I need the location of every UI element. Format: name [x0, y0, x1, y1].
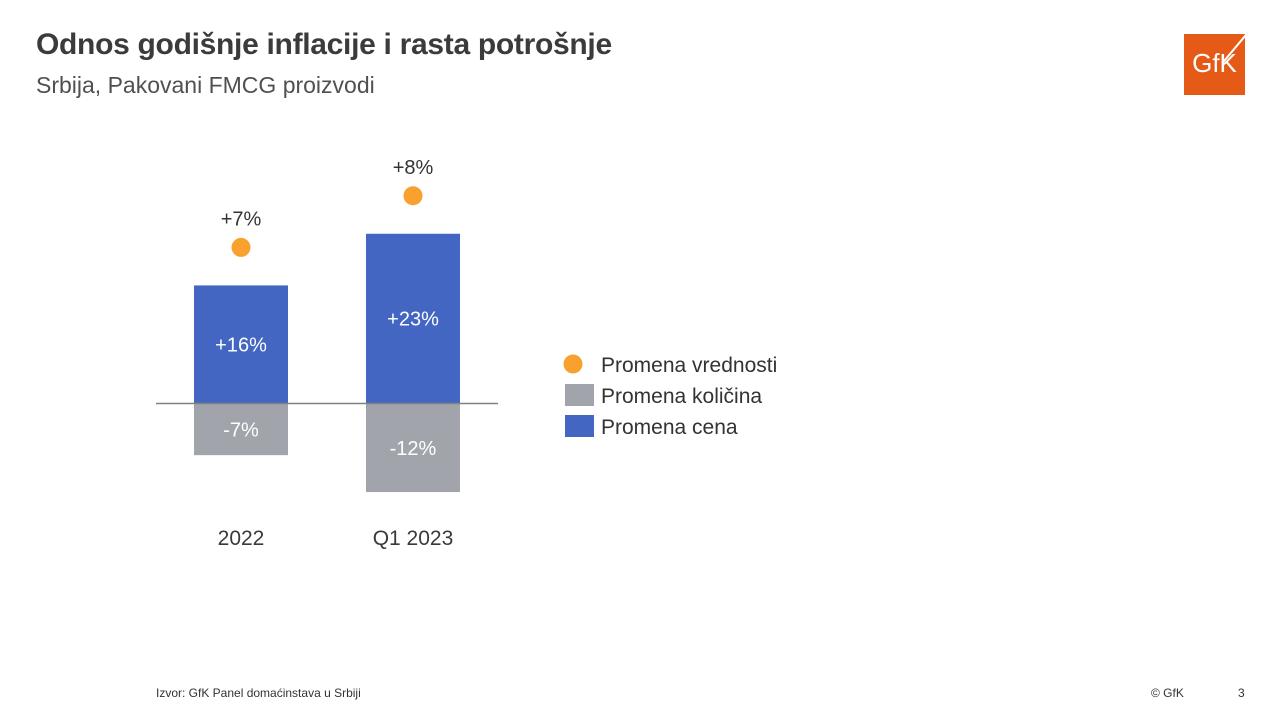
bar-price-label-0: +16%	[215, 334, 267, 356]
gfk-logo: GfK	[1184, 34, 1245, 95]
bar-quantity-label-0: -7%	[223, 419, 259, 441]
category-label-1: Q1 2023	[373, 527, 454, 550]
footer-source: Izvor: GfK Panel domaćinstava u Srbiji	[156, 686, 361, 700]
page-subtitle: Srbija, Pakovani FMCG proizvodi	[36, 72, 375, 98]
footer-copyright: © GfK	[1151, 686, 1184, 700]
bar-price-label-1: +23%	[387, 309, 439, 331]
legend-label-2: Promena cena	[601, 416, 738, 439]
bar-quantity-label-1: -12%	[390, 438, 437, 460]
legend-marker-2	[565, 415, 594, 437]
bar-quantity-1	[366, 403, 460, 493]
page-title: Odnos godišnje inflacije i rasta potrošn…	[36, 28, 612, 61]
value-label-1: +8%	[393, 157, 434, 179]
bar-price-0	[194, 285, 288, 404]
value-label-0: +7%	[221, 208, 262, 230]
value-dot-1	[403, 186, 423, 206]
footer-page-number: 3	[1238, 686, 1245, 700]
legend-marker-1	[565, 384, 594, 406]
legend-label-1: Promena količina	[601, 385, 762, 408]
bar-price-1	[366, 233, 460, 404]
legend-label-0: Promena vrednosti	[601, 354, 777, 377]
category-label-0: 2022	[218, 527, 265, 550]
value-dot-0	[231, 237, 251, 257]
legend-marker-0	[563, 354, 583, 374]
bar-quantity-0	[194, 403, 288, 456]
